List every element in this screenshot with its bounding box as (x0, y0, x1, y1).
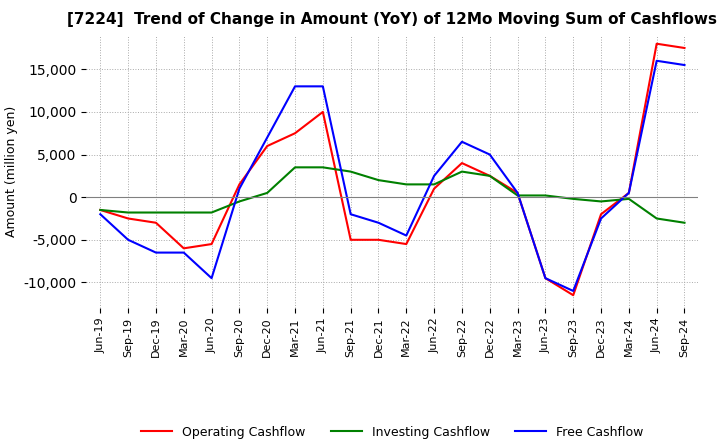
Investing Cashflow (124, 210, 132, 215)
Operating Cashflow (624, 190, 633, 195)
Free Cashflow (235, 186, 243, 191)
Legend: Operating Cashflow, Investing Cashflow, Free Cashflow: Operating Cashflow, Investing Cashflow, … (136, 421, 649, 440)
Investing Cashflow (318, 165, 327, 170)
Investing Cashflow (597, 199, 606, 204)
Free Cashflow (541, 275, 550, 281)
Investing Cashflow (96, 207, 104, 213)
Investing Cashflow (374, 177, 383, 183)
Operating Cashflow (597, 212, 606, 217)
Free Cashflow (207, 275, 216, 281)
Operating Cashflow (207, 242, 216, 247)
Operating Cashflow (346, 237, 355, 242)
Investing Cashflow (430, 182, 438, 187)
Investing Cashflow (569, 196, 577, 202)
Investing Cashflow (346, 169, 355, 174)
Investing Cashflow (207, 210, 216, 215)
Operating Cashflow (541, 275, 550, 281)
Investing Cashflow (235, 199, 243, 204)
Free Cashflow (569, 288, 577, 293)
Y-axis label: Amount (million yen): Amount (million yen) (5, 106, 18, 237)
Operating Cashflow (569, 293, 577, 298)
Operating Cashflow (430, 186, 438, 191)
Operating Cashflow (458, 161, 467, 166)
Investing Cashflow (513, 193, 522, 198)
Investing Cashflow (485, 173, 494, 179)
Free Cashflow (96, 212, 104, 217)
Operating Cashflow (680, 45, 689, 51)
Free Cashflow (458, 139, 467, 144)
Operating Cashflow (96, 207, 104, 213)
Line: Operating Cashflow: Operating Cashflow (100, 44, 685, 295)
Free Cashflow (291, 84, 300, 89)
Operating Cashflow (152, 220, 161, 225)
Operating Cashflow (263, 143, 271, 149)
Free Cashflow (513, 190, 522, 195)
Operating Cashflow (124, 216, 132, 221)
Investing Cashflow (652, 216, 661, 221)
Operating Cashflow (291, 131, 300, 136)
Investing Cashflow (541, 193, 550, 198)
Free Cashflow (124, 237, 132, 242)
Operating Cashflow (179, 246, 188, 251)
Investing Cashflow (291, 165, 300, 170)
Free Cashflow (402, 233, 410, 238)
Line: Free Cashflow: Free Cashflow (100, 61, 685, 291)
Operating Cashflow (235, 182, 243, 187)
Operating Cashflow (318, 109, 327, 114)
Free Cashflow (263, 135, 271, 140)
Free Cashflow (152, 250, 161, 255)
Operating Cashflow (652, 41, 661, 46)
Free Cashflow (318, 84, 327, 89)
Free Cashflow (485, 152, 494, 157)
Free Cashflow (597, 216, 606, 221)
Free Cashflow (624, 190, 633, 195)
Operating Cashflow (402, 242, 410, 247)
Free Cashflow (346, 212, 355, 217)
Operating Cashflow (374, 237, 383, 242)
Investing Cashflow (402, 182, 410, 187)
Investing Cashflow (152, 210, 161, 215)
Line: Investing Cashflow: Investing Cashflow (100, 167, 685, 223)
Investing Cashflow (458, 169, 467, 174)
Operating Cashflow (513, 190, 522, 195)
Free Cashflow (430, 173, 438, 179)
Free Cashflow (374, 220, 383, 225)
Investing Cashflow (624, 196, 633, 202)
Investing Cashflow (179, 210, 188, 215)
Operating Cashflow (485, 173, 494, 179)
Investing Cashflow (263, 190, 271, 195)
Investing Cashflow (680, 220, 689, 225)
Free Cashflow (179, 250, 188, 255)
Free Cashflow (652, 58, 661, 63)
Free Cashflow (680, 62, 689, 68)
Title: [7224]  Trend of Change in Amount (YoY) of 12Mo Moving Sum of Cashflows: [7224] Trend of Change in Amount (YoY) o… (68, 12, 717, 27)
